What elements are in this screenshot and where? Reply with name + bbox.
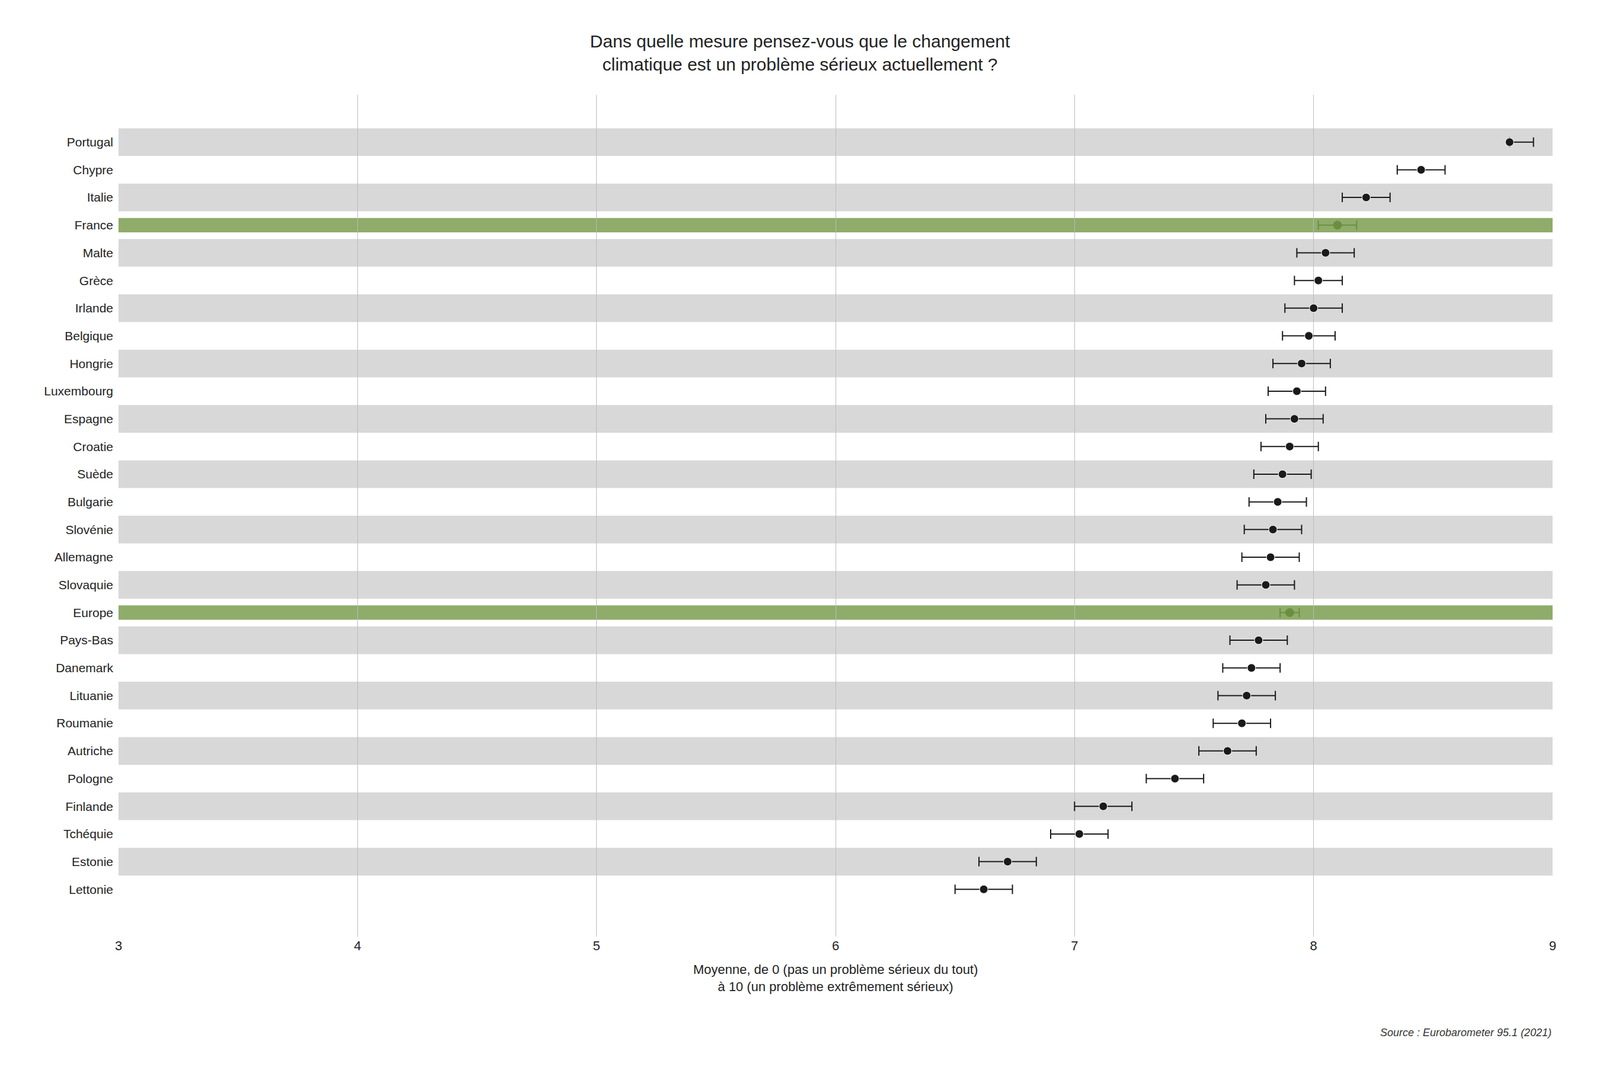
svg-text:Tchéquie: Tchéquie — [63, 826, 114, 841]
svg-text:Luxembourg: Luxembourg — [43, 384, 114, 398]
svg-text:Pays-Bas: Pays-Bas — [59, 632, 114, 647]
svg-text:Bulgarie: Bulgarie — [67, 494, 114, 509]
svg-text:Europe: Europe — [72, 605, 114, 620]
svg-text:Moyenne, de 0 (pas un problème: Moyenne, de 0 (pas un problème sérieux d… — [693, 961, 979, 994]
svg-text:Chypre: Chypre — [72, 162, 114, 177]
svg-text:Belgique: Belgique — [64, 328, 114, 343]
svg-text:Finlande: Finlande — [65, 799, 114, 814]
svg-text:Danemark: Danemark — [55, 660, 114, 675]
svg-text:Autriche: Autriche — [67, 743, 114, 758]
svg-text:Suède: Suède — [77, 466, 114, 481]
svg-text:3: 3 — [114, 938, 123, 953]
svg-text:Croatie: Croatie — [72, 439, 114, 454]
svg-text:Malte: Malte — [82, 245, 114, 260]
svg-text:Allemagne: Allemagne — [54, 549, 114, 564]
svg-text:Portugal: Portugal — [66, 135, 114, 149]
svg-text:Roumanie: Roumanie — [56, 715, 114, 730]
svg-text:6: 6 — [832, 938, 840, 953]
svg-text:Irlande: Irlande — [75, 301, 114, 315]
svg-text:Lettonie: Lettonie — [68, 882, 114, 896]
svg-text:Pologne: Pologne — [67, 771, 114, 786]
svg-text:Slovénie: Slovénie — [65, 522, 114, 537]
svg-text:Espagne: Espagne — [64, 411, 114, 426]
svg-text:Source : Eurobarometer 95.1 (2: Source : Eurobarometer 95.1 (2021) — [1380, 1026, 1552, 1039]
svg-text:4: 4 — [353, 938, 361, 953]
svg-text:France: France — [74, 218, 114, 232]
svg-text:Grèce: Grèce — [79, 273, 114, 288]
svg-text:5: 5 — [593, 938, 601, 953]
svg-text:9: 9 — [1549, 938, 1557, 953]
svg-text:7: 7 — [1070, 938, 1078, 953]
svg-text:Italie: Italie — [87, 190, 114, 204]
svg-text:Dans quelle mesure pensez-vous: Dans quelle mesure pensez-vous que le ch… — [590, 31, 1011, 75]
svg-text:Estonie: Estonie — [71, 854, 114, 869]
svg-text:Lituanie: Lituanie — [69, 688, 114, 703]
svg-text:Hongrie: Hongrie — [69, 356, 114, 371]
svg-text:Slovaquie: Slovaquie — [58, 577, 114, 592]
svg-text:8: 8 — [1310, 938, 1318, 953]
